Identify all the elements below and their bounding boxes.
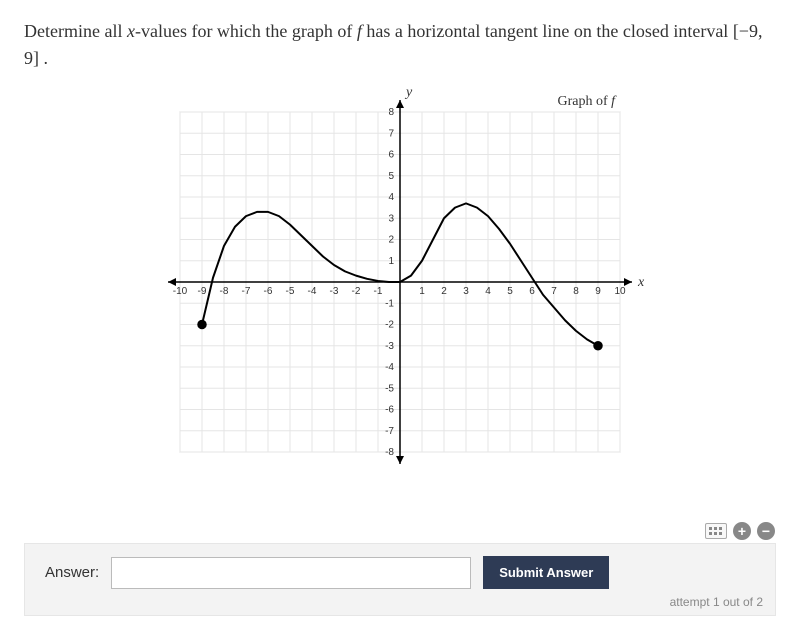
svg-text:-2: -2: [352, 286, 361, 297]
question-var: x: [127, 21, 135, 41]
svg-text:6: 6: [388, 150, 394, 161]
svg-text:-2: -2: [385, 320, 394, 331]
svg-text:-9: -9: [198, 286, 207, 297]
svg-text:4: 4: [388, 192, 394, 203]
svg-text:8: 8: [573, 286, 579, 297]
svg-text:3: 3: [388, 213, 394, 224]
svg-text:-7: -7: [242, 286, 251, 297]
keyboard-icon[interactable]: [705, 523, 727, 539]
answer-label: Answer:: [45, 564, 99, 581]
svg-text:-7: -7: [385, 426, 394, 437]
graph-container: Graph of f -10 -9 -8 -7 -6 -5 -4 -3 -2 -1 1 2 3 4 5 6 7 8…: [0, 82, 800, 482]
svg-text:1: 1: [419, 286, 425, 297]
svg-text:5: 5: [388, 171, 394, 182]
submit-button[interactable]: Submit Answer: [483, 556, 609, 589]
svg-text:2: 2: [441, 286, 447, 297]
answer-row: Answer: Submit Answer: [39, 556, 761, 589]
question-suffix: .: [39, 48, 48, 68]
svg-text:-6: -6: [264, 286, 273, 297]
svg-text:-4: -4: [385, 362, 394, 373]
question-area: Determine all x-values for which the gra…: [0, 0, 800, 72]
svg-text:10: 10: [614, 286, 626, 297]
svg-text:x: x: [637, 275, 645, 290]
toolbar-icons: + −: [705, 522, 775, 540]
graph-title-prefix: Graph of: [557, 94, 611, 109]
svg-text:7: 7: [388, 128, 394, 139]
svg-text:-1: -1: [374, 286, 383, 297]
svg-text:8: 8: [388, 107, 394, 118]
question-text: Determine all x-values for which the gra…: [24, 18, 776, 72]
svg-text:-5: -5: [385, 383, 394, 394]
svg-text:y: y: [404, 85, 413, 100]
svg-text:-8: -8: [385, 447, 394, 458]
svg-text:2: 2: [388, 235, 394, 246]
plus-icon[interactable]: +: [733, 522, 751, 540]
svg-text:-8: -8: [220, 286, 229, 297]
svg-text:9: 9: [595, 286, 601, 297]
graph-title: Graph of f: [557, 94, 615, 110]
svg-text:-1: -1: [385, 298, 394, 309]
graph-title-func: f: [611, 94, 615, 109]
svg-text:-4: -4: [308, 286, 317, 297]
question-mid1: -values for which the graph of: [135, 21, 357, 41]
svg-text:-3: -3: [385, 341, 394, 352]
svg-text:5: 5: [507, 286, 513, 297]
svg-text:6: 6: [529, 286, 535, 297]
svg-text:3: 3: [463, 286, 469, 297]
graph-box: Graph of f -10 -9 -8 -7 -6 -5 -4 -3 -2 -1 1 2 3 4 5 6 7 8…: [150, 82, 650, 482]
svg-text:1: 1: [388, 256, 394, 267]
svg-text:-6: -6: [385, 405, 394, 416]
svg-text:-5: -5: [286, 286, 295, 297]
svg-text:-10: -10: [173, 286, 188, 297]
graph-svg: -10 -9 -8 -7 -6 -5 -4 -3 -2 -1 1 2 3 4 5 6 7 8 9 10 -8 -7 -6 -5…: [150, 82, 650, 482]
svg-text:-3: -3: [330, 286, 339, 297]
question-prefix: Determine all: [24, 21, 127, 41]
svg-text:4: 4: [485, 286, 491, 297]
answer-bar: + − Answer: Submit Answer attempt 1 out …: [24, 543, 776, 616]
question-mid2: has a horizontal tangent line on the clo…: [362, 21, 733, 41]
svg-text:7: 7: [551, 286, 557, 297]
minus-icon[interactable]: −: [757, 522, 775, 540]
answer-input[interactable]: [111, 557, 471, 589]
attempt-text: attempt 1 out of 2: [670, 595, 763, 609]
